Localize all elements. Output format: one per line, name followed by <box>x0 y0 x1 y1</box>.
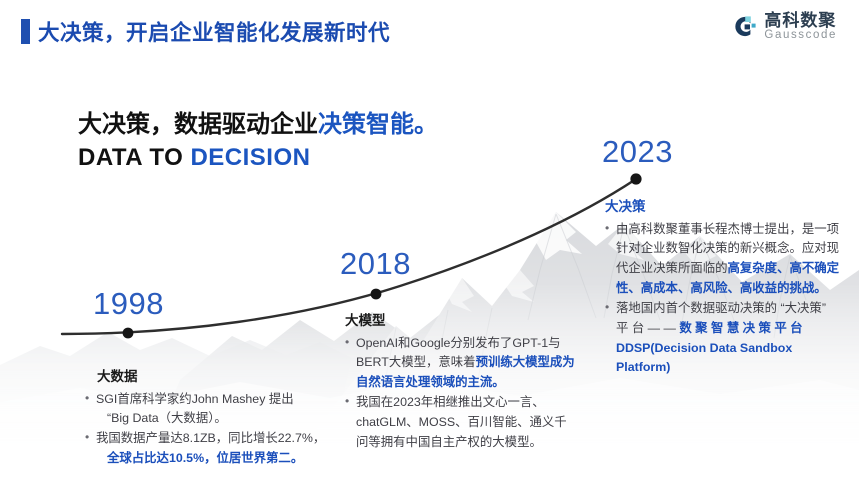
milestone-bullet-line: 我国数据产量达8.1ZB，同比增长22.7%， <box>85 428 370 448</box>
milestone-bullet-line: 问等拥有中国自主产权的大模型。 <box>345 433 601 452</box>
bullet-text: 落地国内首个数据驱动决策的 “大决策” <box>616 300 826 315</box>
bullet-text: chatGLM、MOSS、百川智能、通义千 <box>356 414 567 429</box>
bullet-text-highlight: 高复杂度、高不确定 <box>727 261 840 276</box>
logo-name-en: Gausscode <box>764 29 837 41</box>
milestone-title-1998: 大数据 <box>97 369 138 384</box>
bullet-text-highlight: Platform) <box>616 360 671 375</box>
bullet-text: OpenAI和Google分别发布了GPT-1与 <box>356 335 561 350</box>
bullet-text-highlight: 性、高成本、高风险、高收益的挑战。 <box>616 281 827 296</box>
milestone-bullet-line: BERT大模型，意味着预训练大模型成为 <box>345 353 601 372</box>
brand-logo: 高科数聚 Gausscode <box>730 12 837 42</box>
bullet-text-highlight: 数 聚 智 慧 决 策 平 台 <box>679 320 803 335</box>
logo-name-cn: 高科数聚 <box>764 11 837 30</box>
headline-line1-black: 大决策，数据驱动企业 <box>78 111 318 138</box>
milestone-bullet-line: SGI首席科学家约John Mashey 提出 <box>85 389 370 409</box>
bullet-text: 由高科数聚董事长程杰博士提出，是一项 <box>616 221 840 236</box>
year-label-1998: 1998 <box>93 286 164 321</box>
title-accent-bar <box>21 19 30 44</box>
timeline-dot-1998 <box>122 327 134 339</box>
year-label-2023: 2023 <box>602 134 673 169</box>
bullet-text-highlight: DDSP(Decision Data Sandbox <box>616 340 793 355</box>
milestone-bullet-line: DDSP(Decision Data Sandbox <box>605 339 857 358</box>
milestone-block-2023: 大决策 由高科数聚董事长程杰博士提出，是一项针对企业数智化决策的新兴概念。应对现… <box>605 198 857 378</box>
milestone-bullet-line: 落地国内首个数据驱动决策的 “大决策” <box>605 298 857 318</box>
milestone-title-2023: 大决策 <box>605 199 646 214</box>
milestone-bullet-line: 代企业决策所面临的高复杂度、高不确定 <box>605 259 857 278</box>
milestone-bullet-line: “Big Data（大数据）。 <box>85 409 370 428</box>
year-label-2018: 2018 <box>340 246 411 281</box>
milestone-bullets-2018: OpenAI和Google分别发布了GPT-1与 BERT大模型，意味着预训练大模… <box>345 333 601 452</box>
bullet-text: 我国在2023年相继推出文心一言、 <box>356 395 545 410</box>
bullet-text-highlight: 预训练大模型成为 <box>475 355 575 370</box>
bullet-text: 我国数据产量达8.1ZB，同比增长22.7%， <box>96 431 326 446</box>
milestone-bullet-line: 平 台 — — 数 聚 智 慧 决 策 平 台 <box>605 319 857 338</box>
milestone-bullet-line: OpenAI和Google分别发布了GPT-1与 <box>345 333 601 353</box>
milestone-bullet-line: 我国在2023年相继推出文心一言、 <box>345 392 601 412</box>
milestone-bullets-1998: SGI首席科学家约John Mashey 提出 “Big Data（大数据）。我国… <box>85 389 370 468</box>
bullet-text: BERT大模型，意味着 <box>356 355 476 370</box>
slide-header: 大决策，开启企业智能化发展新时代 高科数聚 Gausscode <box>0 0 859 62</box>
bullet-text: SGI首席科学家约John Mashey 提出 <box>96 391 294 406</box>
timeline-dot-2023 <box>630 173 642 185</box>
bullet-text: 问等拥有中国自主产权的大模型。 <box>356 434 542 449</box>
headline-block: 大决策，数据驱动企业决策智能。 DATA TO DECISION <box>78 110 438 173</box>
milestone-block-1998: 大数据 SGI首席科学家约John Mashey 提出 “Big Data（大数据… <box>85 368 370 469</box>
headline-line2-black: DATA TO <box>78 144 191 171</box>
milestone-bullet-line: 性、高成本、高风险、高收益的挑战。 <box>605 279 857 298</box>
milestone-block-2018: 大模型 OpenAI和Google分别发布了GPT-1与 BERT大模型，意味着预… <box>345 312 601 453</box>
headline-line-2: DATA TO DECISION <box>78 143 438 173</box>
bullet-text-highlight: 自然语言处理领域的主流。 <box>356 375 505 390</box>
milestone-bullet-line: 全球占比达10.5%，位居世界第二。 <box>85 449 370 468</box>
milestone-title-2018: 大模型 <box>345 313 386 328</box>
milestone-bullets-2023: 由高科数聚董事长程杰博士提出，是一项针对企业数智化决策的新兴概念。应对现代企业决… <box>605 219 857 378</box>
milestone-bullet-line: Platform) <box>605 358 857 377</box>
bullet-text: 平 台 — — <box>616 320 680 335</box>
gausscode-c-mark-icon <box>730 13 757 40</box>
bullet-text-highlight: 全球占比达10.5%，位居世界第二。 <box>107 451 304 466</box>
bullet-text: 针对企业数智化决策的新兴概念。应对现 <box>616 241 840 256</box>
logo-wordmark: 高科数聚 Gausscode <box>764 12 837 42</box>
milestone-bullet-line: 针对企业数智化决策的新兴概念。应对现 <box>605 239 857 258</box>
milestone-bullet-line: 由高科数聚董事长程杰博士提出，是一项 <box>605 219 857 239</box>
bullet-text: 代企业决策所面临的 <box>616 261 728 276</box>
headline-line-1: 大决策，数据驱动企业决策智能。 <box>78 110 438 140</box>
headline-line1-blue: 决策智能。 <box>318 111 438 138</box>
milestone-bullet-line: 自然语言处理领域的主流。 <box>345 373 601 392</box>
page-title: 大决策，开启企业智能化发展新时代 <box>38 21 391 45</box>
milestone-bullet-line: chatGLM、MOSS、百川智能、通义千 <box>345 413 601 432</box>
timeline-dot-2018 <box>370 288 382 300</box>
headline-line2-blue: DECISION <box>190 144 311 171</box>
bullet-text: “Big Data（大数据）。 <box>107 411 227 426</box>
